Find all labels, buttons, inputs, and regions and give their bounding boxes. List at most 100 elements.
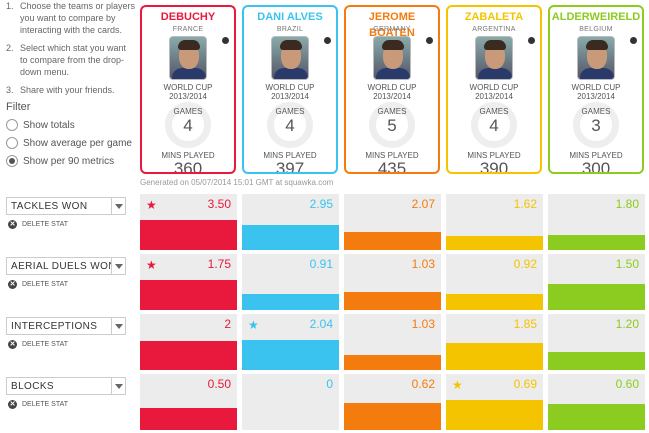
stat-cell: 1.80 [548,194,645,250]
mins-label: MINS PLAYED [365,151,419,160]
stat-value: 2.04 [309,317,333,331]
player-name: DANI ALVES [257,11,323,23]
stat-bar [446,294,543,310]
delete-stat-button[interactable]: ✕ DELETE STAT [8,280,68,289]
delete-stat-label: DELETE STAT [22,221,69,228]
stat-cell: 3.50 ★ [140,194,237,250]
player-photo[interactable] [475,36,513,80]
stat-value: 1.03 [411,317,435,331]
filter-option[interactable]: Show per 90 metrics [6,155,114,167]
season-label: 2013/2014 [475,92,513,101]
stat-bar [140,220,237,250]
games-ring: GAMES 4 [471,102,517,148]
stat-value: 0.91 [309,257,333,271]
stat-bar [242,225,339,250]
chevron-down-icon[interactable] [111,318,125,334]
stat-dropdown[interactable]: AERIAL DUELS WON [6,257,126,275]
stat-value: 0.62 [411,377,435,391]
photo-shirt [580,68,614,79]
close-icon: ✕ [8,220,17,229]
player-photo[interactable] [373,36,411,80]
season-label: 2013/2014 [271,92,309,101]
player-name: ALDERWEIRELD [551,11,641,23]
player-photo[interactable] [169,36,207,80]
player-card[interactable]: DEBUCHY FRANCE WORLD CUP 2013/2014 GAMES… [140,5,236,174]
instruction-text: Select which stat you want to compare fr… [20,43,127,77]
player-card[interactable]: ALDERWEIRELD BELGIUM WORLD CUP 2013/2014… [548,5,644,174]
delete-stat-button[interactable]: ✕ DELETE STAT [8,220,68,229]
stat-dropdown[interactable]: INTERCEPTIONS [6,317,126,335]
player-country: ARGENTINA [472,26,516,33]
player-card[interactable]: DANI ALVES BRAZIL WORLD CUP 2013/2014 GA… [242,5,338,174]
chevron-down-icon[interactable] [111,198,125,214]
stat-dropdown-label: INTERCEPTIONS [11,320,98,332]
games-ring: GAMES 3 [573,102,619,148]
radio-button[interactable] [6,155,18,167]
filter-option[interactable]: Show average per game [6,137,132,149]
stat-cell: 0.92 [446,254,543,310]
season-label: 2013/2014 [577,92,615,101]
close-icon: ✕ [8,400,17,409]
instruction-item: 2. Select which stat you want to compare … [6,42,136,78]
stat-dropdown[interactable]: TACKLES WON [6,197,126,215]
star-icon: ★ [146,258,157,272]
photo-hair [178,40,200,50]
stat-dropdown[interactable]: BLOCKS [6,377,126,395]
player-name: DEBUCHY [160,11,216,23]
competition-label: WORLD CUP [265,83,315,92]
delete-stat-button[interactable]: ✕ DELETE STAT [8,400,68,409]
delete-stat-label: DELETE STAT [22,401,69,408]
stat-cell: 1.50 [548,254,645,310]
stat-value: 0.92 [513,257,537,271]
stat-cell: 1.03 [344,314,441,370]
instruction-item: 3. Share with your friends. [6,84,136,96]
photo-shirt [172,68,206,79]
radio-button[interactable] [6,137,18,149]
games-label: GAMES [377,107,407,116]
stat-value: 1.50 [615,257,639,271]
stat-bar [446,236,543,250]
stat-bar [140,341,237,370]
player-card[interactable]: ZABALETA ARGENTINA WORLD CUP 2013/2014 G… [446,5,542,174]
stat-cell: 2.07 [344,194,441,250]
stat-bar [344,232,441,250]
mins-value: 390 [479,159,509,174]
stat-value: 2.07 [411,197,435,211]
club-badge-icon [425,36,434,45]
filter-option[interactable]: Show totals [6,119,75,131]
filter-option-label: Show per 90 metrics [23,155,115,167]
chevron-down-icon[interactable] [111,378,125,394]
chevron-down-icon[interactable] [111,258,125,274]
games-ring: GAMES 4 [267,102,313,148]
player-card[interactable]: JEROME BOATEN GERMANY WORLD CUP 2013/201… [344,5,440,174]
stat-value: 1.03 [411,257,435,271]
stat-value: 3.50 [207,197,231,211]
mins-label: MINS PLAYED [569,151,623,160]
stat-dropdown-label: AERIAL DUELS WON [11,260,111,272]
stat-bar [548,352,645,370]
player-photo[interactable] [271,36,309,80]
player-name: JEROME BOATEN [368,11,416,39]
stat-value: 1.75 [207,257,231,271]
stat-value: 0.69 [513,377,537,391]
stat-bar [446,343,543,370]
stat-bar [344,292,441,310]
player-country: FRANCE [172,26,204,33]
radio-button[interactable] [6,119,18,131]
mins-label: MINS PLAYED [263,151,317,160]
filter-option-label: Show totals [23,119,75,131]
stat-value: 0 [326,377,333,391]
filter-title: Filter [6,101,31,113]
stat-cell: 0 [242,374,339,430]
games-label: GAMES [173,107,203,116]
player-photo[interactable] [577,36,615,80]
player-country: BRAZIL [276,26,304,33]
competition-label: WORLD CUP [571,83,621,92]
delete-stat-button[interactable]: ✕ DELETE STAT [8,340,68,349]
stat-value: 0.50 [207,377,231,391]
photo-hair [484,40,506,50]
competition-label: WORLD CUP [367,83,417,92]
games-value: 4 [183,116,193,135]
stat-cell: 1.03 [344,254,441,310]
stat-cell: 0.69 ★ [446,374,543,430]
